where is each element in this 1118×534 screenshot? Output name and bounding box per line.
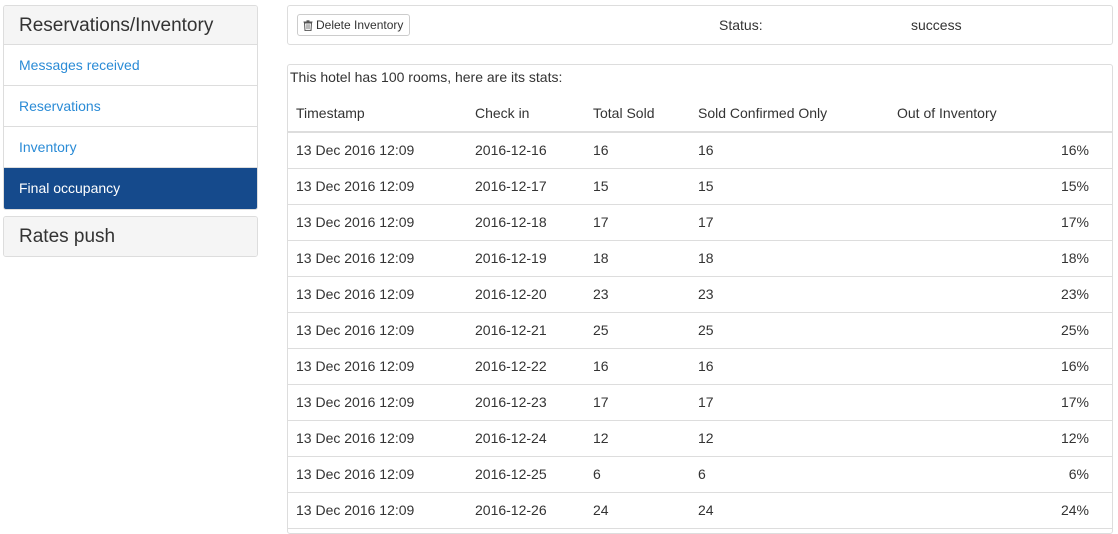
column-header-total-sold: Total Sold — [585, 95, 690, 133]
cell-timestamp: 13 Dec 2016 12:09 — [288, 384, 467, 421]
cell-out-of-inventory: 16% — [889, 132, 1112, 169]
cell-sold-confirmed-only: 25 — [690, 312, 889, 349]
cell-check-in: 2016-12-19 — [467, 240, 585, 277]
column-header-out-of-inventory: Out of Inventory — [889, 95, 1112, 133]
status-label: Status: — [719, 17, 763, 33]
cell-sold-confirmed-only: 15 — [690, 168, 889, 205]
panel-heading-reservations-inventory[interactable]: Reservations/Inventory — [4, 6, 257, 45]
cell-out-of-inventory: 25% — [889, 312, 1112, 349]
cell-timestamp: 13 Dec 2016 12:09 — [288, 420, 467, 457]
reservations-inventory-panel: Reservations/Inventory Messages received… — [3, 5, 258, 210]
cell-check-in: 2016-12-22 — [467, 348, 585, 385]
cell-total-sold: 23 — [585, 276, 690, 313]
cell-total-sold: 25 — [585, 312, 690, 349]
cell-timestamp: 13 Dec 2016 12:09 — [288, 312, 467, 349]
cell-timestamp: 13 Dec 2016 12:09 — [288, 492, 467, 529]
delete-inventory-label: Delete Inventory — [316, 18, 404, 32]
table-row: 13 Dec 2016 12:09 2016-12-20 23 23 23% — [288, 276, 1112, 313]
cell-out-of-inventory: 15% — [889, 168, 1112, 205]
sidebar-item-final-occupancy[interactable]: Final occupancy — [4, 168, 257, 209]
delete-inventory-button[interactable]: Delete Inventory — [297, 14, 411, 36]
table-row: 13 Dec 2016 12:09 2016-12-21 25 25 25% — [288, 312, 1112, 349]
cell-total-sold: 17 — [585, 204, 690, 241]
cell-check-in: 2016-12-17 — [467, 168, 585, 205]
cell-check-in: 2016-12-25 — [467, 456, 585, 493]
cell-timestamp: 13 Dec 2016 12:09 — [288, 456, 467, 493]
cell-check-in: 2016-12-16 — [467, 132, 585, 169]
sidebar-item-reservations[interactable]: Reservations — [4, 86, 257, 127]
cell-check-in: 2016-12-26 — [467, 492, 585, 529]
cell-timestamp: 13 Dec 2016 12:09 — [288, 168, 467, 205]
cell-total-sold: 17 — [585, 384, 690, 421]
cell-total-sold: 24 — [585, 492, 690, 529]
cell-total-sold: 18 — [585, 240, 690, 277]
cell-out-of-inventory: 6% — [889, 456, 1112, 493]
sidebar-item-messages-received[interactable]: Messages received — [4, 45, 257, 86]
cell-sold-confirmed-only: 6 — [690, 456, 889, 493]
cell-sold-confirmed-only: 12 — [690, 420, 889, 457]
cell-total-sold: 15 — [585, 168, 690, 205]
table-row: 13 Dec 2016 12:09 2016-12-23 17 17 17% — [288, 384, 1112, 421]
cell-out-of-inventory: 16% — [889, 348, 1112, 385]
cell-sold-confirmed-only: 18 — [690, 240, 889, 277]
column-header-sold-confirmed-only: Sold Confirmed Only — [690, 95, 889, 133]
cell-check-in: 2016-12-20 — [467, 276, 585, 313]
sidebar-item-inventory[interactable]: Inventory — [4, 127, 257, 168]
cell-total-sold: 16 — [585, 348, 690, 385]
cell-out-of-inventory: 17% — [889, 204, 1112, 241]
column-header-timestamp: Timestamp — [288, 95, 467, 133]
cell-sold-confirmed-only: 17 — [690, 384, 889, 421]
cell-sold-confirmed-only: 24 — [690, 492, 889, 529]
cell-check-in: 2016-12-23 — [467, 384, 585, 421]
table-row: 13 Dec 2016 12:09 2016-12-26 24 24 24% — [288, 492, 1112, 529]
trash-icon — [303, 19, 313, 31]
cell-out-of-inventory: 23% — [889, 276, 1112, 313]
cell-timestamp: 13 Dec 2016 12:09 — [288, 276, 467, 313]
cell-out-of-inventory: 17% — [889, 384, 1112, 421]
cell-check-in: 2016-12-18 — [467, 204, 585, 241]
cell-timestamp: 13 Dec 2016 12:09 — [288, 240, 467, 277]
cell-total-sold: 16 — [585, 132, 690, 169]
table-row: 13 Dec 2016 12:09 2016-12-16 16 16 16% — [288, 132, 1112, 169]
cell-timestamp: 13 Dec 2016 12:09 — [288, 132, 467, 169]
table-row: 13 Dec 2016 12:09 2016-12-18 17 17 17% — [288, 204, 1112, 241]
cell-sold-confirmed-only: 16 — [690, 348, 889, 385]
table-header-row: Timestamp Check in Total Sold Sold Confi… — [288, 95, 1112, 133]
toolbar-panel: Delete Inventory Status: success — [287, 5, 1113, 45]
stats-table-body: 13 Dec 2016 12:09 2016-12-16 16 16 16% 13 Dec… — [288, 132, 1112, 529]
table-row: 13 Dec 2016 12:09 2016-12-22 16 16 16% — [288, 348, 1112, 385]
column-header-check-in: Check in — [467, 95, 585, 133]
cell-timestamp: 13 Dec 2016 12:09 — [288, 348, 467, 385]
cell-total-sold: 12 — [585, 420, 690, 457]
sidebar: Reservations/Inventory Messages received… — [3, 5, 258, 263]
cell-total-sold: 6 — [585, 456, 690, 493]
table-row: 13 Dec 2016 12:09 2016-12-19 18 18 18% — [288, 240, 1112, 277]
panel-heading-rates-push[interactable]: Rates push — [4, 217, 257, 256]
rates-push-panel: Rates push — [3, 216, 258, 257]
cell-check-in: 2016-12-24 — [467, 420, 585, 457]
stats-intro: This hotel has 100 rooms, here are its s… — [290, 69, 563, 85]
cell-timestamp: 13 Dec 2016 12:09 — [288, 204, 467, 241]
cell-sold-confirmed-only: 17 — [690, 204, 889, 241]
cell-out-of-inventory: 18% — [889, 240, 1112, 277]
cell-out-of-inventory: 12% — [889, 420, 1112, 457]
table-row: 13 Dec 2016 12:09 2016-12-25 6 6 6% — [288, 456, 1112, 493]
cell-sold-confirmed-only: 23 — [690, 276, 889, 313]
cell-sold-confirmed-only: 16 — [690, 132, 889, 169]
cell-check-in: 2016-12-21 — [467, 312, 585, 349]
table-row: 13 Dec 2016 12:09 2016-12-17 15 15 15% — [288, 168, 1112, 205]
status-value: success — [911, 17, 962, 33]
table-row: 13 Dec 2016 12:09 2016-12-24 12 12 12% — [288, 420, 1112, 457]
stats-table: Timestamp Check in Total Sold Sold Confi… — [288, 95, 1112, 529]
cell-out-of-inventory: 24% — [889, 492, 1112, 529]
stats-panel: This hotel has 100 rooms, here are its s… — [287, 64, 1113, 534]
